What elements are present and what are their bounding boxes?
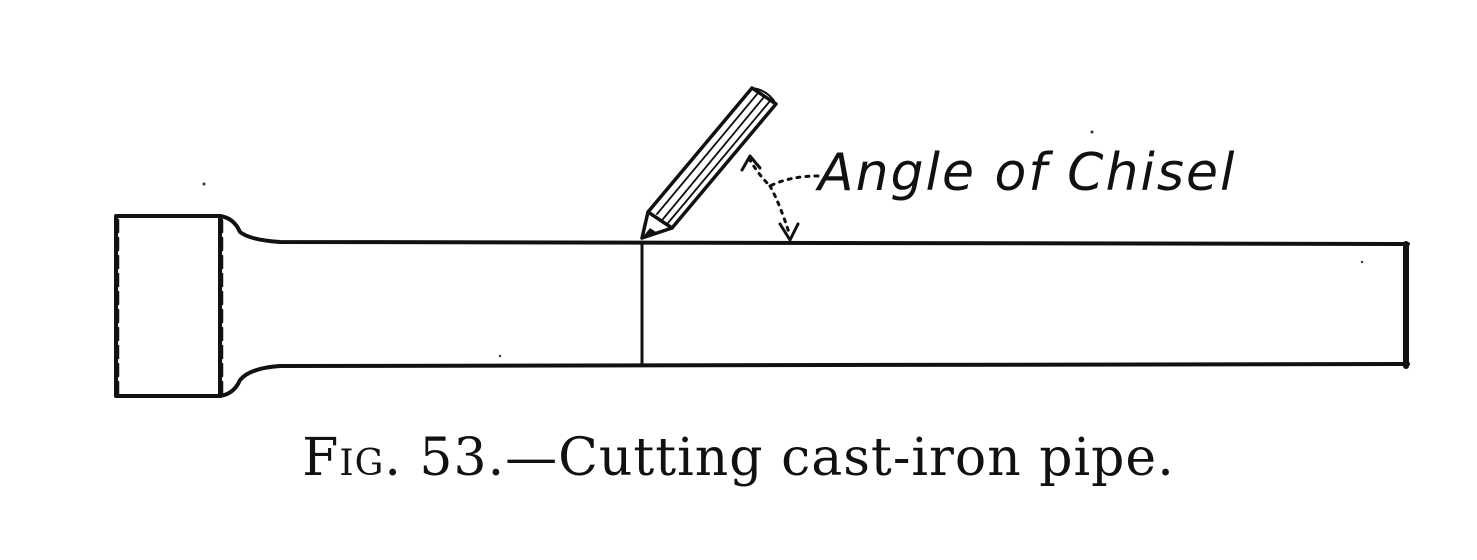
caption-text: —Cutting cast-iron pipe. bbox=[505, 428, 1175, 488]
figure-number: Fig. 53. bbox=[302, 428, 506, 488]
chisel bbox=[640, 86, 778, 240]
pipe-body bbox=[218, 214, 1410, 398]
figure-caption: Fig. 53.—Cutting cast-iron pipe. bbox=[0, 428, 1477, 488]
pipe-hub bbox=[114, 214, 224, 398]
angle-label: Angle of Chisel bbox=[815, 143, 1236, 203]
angle-indicator bbox=[740, 154, 820, 242]
